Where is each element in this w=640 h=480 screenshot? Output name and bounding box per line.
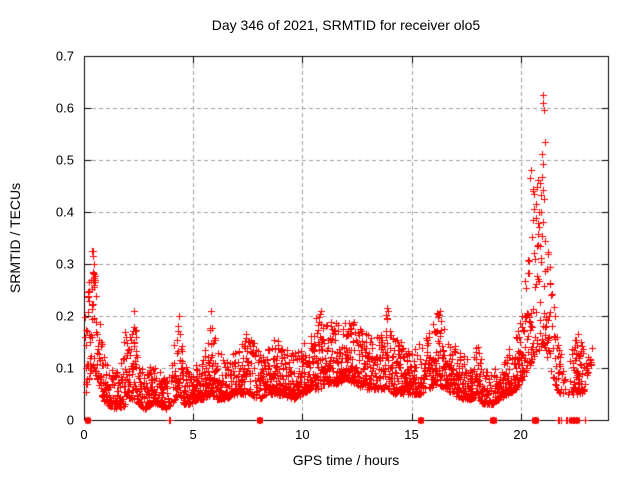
y-tick-label: 0.2 (55, 308, 74, 324)
x-tick-label: 0 (80, 427, 88, 442)
y-tick-label: 0.7 (55, 48, 74, 64)
y-tick-label: 0.3 (55, 256, 74, 272)
y-tick-label: 0.1 (55, 360, 74, 376)
chart-title: Day 346 of 2021, SRMTID for receiver olo… (211, 17, 481, 33)
x-tick-label: 20 (513, 427, 528, 442)
x-axis-label: GPS time / hours (292, 452, 400, 468)
y-axis-label: SRMTID / TECUs (7, 182, 23, 294)
y-tick-label: 0.4 (55, 204, 74, 220)
x-tick-label: 10 (295, 427, 310, 442)
y-tick-label: 0.6 (55, 100, 74, 116)
x-tick-label: 5 (189, 427, 197, 442)
y-tick-label: 0.5 (55, 152, 74, 168)
y-tick-label: 0 (66, 412, 74, 428)
x-tick-label: 15 (404, 427, 419, 442)
